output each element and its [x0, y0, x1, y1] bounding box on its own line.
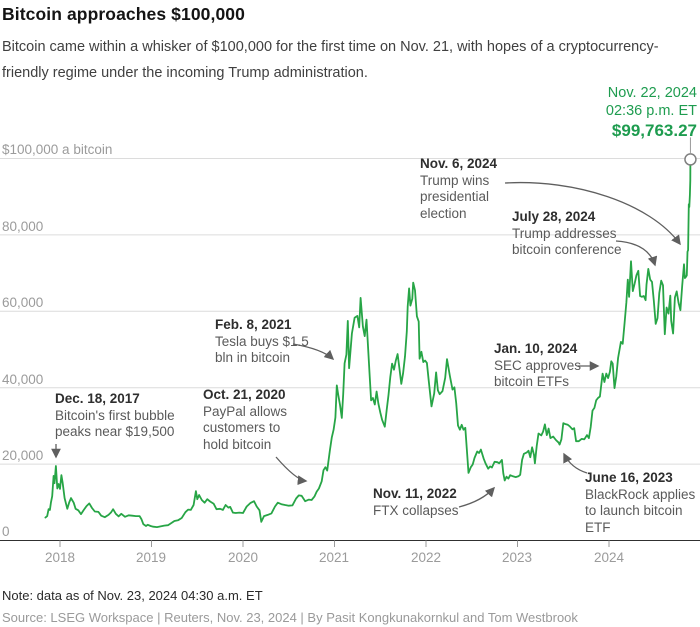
latest-point-marker	[684, 137, 697, 166]
latest-price-callout: Nov. 22, 2024 02:36 p.m. ET $99,763.27	[606, 84, 697, 141]
annotation-dec-2017: Dec. 18, 2017 Bitcoin's first bubble pea…	[55, 391, 175, 439]
latest-date: Nov. 22, 2024	[607, 85, 697, 101]
x-axis-label-2024: 2024	[593, 550, 625, 565]
annotation-feb-2021: Feb. 8, 2021 Tesla buys $1.5 bln in bitc…	[215, 317, 309, 365]
x-axis-label-2022: 2022	[410, 550, 442, 565]
annotation-arrows	[51, 181, 681, 508]
annotation-nov-2022: Nov. 11, 2022 FTX collapses	[373, 486, 459, 518]
y-axis-label-60000: 60,000	[2, 295, 44, 310]
arrow-feb-2021	[292, 343, 335, 360]
annotation-jan-2024: Jan. 10, 2024 SEC approves bitcoin ETFs	[494, 341, 582, 389]
latest-price: $99,763.27	[611, 121, 697, 140]
annotation-july-2024: July 28, 2024 Trump addresses bitcoin co…	[512, 209, 622, 257]
x-axis-label-2020: 2020	[227, 550, 259, 565]
latest-time: 02:36 p.m. ET	[605, 103, 697, 119]
x-axis-label-2018: 2018	[44, 550, 76, 565]
y-axis-label-80000: 80,000	[2, 219, 44, 234]
arrow-july-2024	[615, 240, 658, 267]
x-axis-label-2019: 2019	[135, 550, 167, 565]
arrow-june-2023	[563, 452, 588, 474]
arrow-oct-2020	[275, 456, 308, 486]
footer-note: Note: data as of Nov. 23, 2024 04:30 a.m…	[2, 588, 263, 603]
gridlines	[0, 158, 700, 547]
bitcoin-price-line	[44, 158, 692, 528]
y-axis-label-40000: 40,000	[2, 372, 44, 387]
footer-source: Source: LSEG Workspace | Reuters, Nov. 2…	[2, 610, 578, 625]
annotation-june-2023: June 16, 2023 BlackRock applies to launc…	[585, 470, 696, 535]
arrow-nov-2022	[458, 486, 495, 508]
annotation-oct-2020: Oct. 21, 2020 PayPal allows customers to…	[203, 387, 288, 452]
page-title: Bitcoin approaches $100,000	[2, 4, 245, 24]
y-axis-label-100000: $100,000 a bitcoin	[2, 142, 113, 157]
x-axis-label-2021: 2021	[318, 550, 350, 565]
y-axis-label-20000: 20,000	[2, 448, 44, 463]
annotation-nov-2024: Nov. 6, 2024 Trump wins presidential ele…	[420, 156, 498, 221]
x-axis-label-2023: 2023	[501, 550, 533, 565]
subtitle: Bitcoin came within a whisker of $100,00…	[2, 39, 659, 81]
y-axis-label-0: 0	[2, 524, 10, 539]
arrow-nov-2024	[504, 181, 681, 246]
